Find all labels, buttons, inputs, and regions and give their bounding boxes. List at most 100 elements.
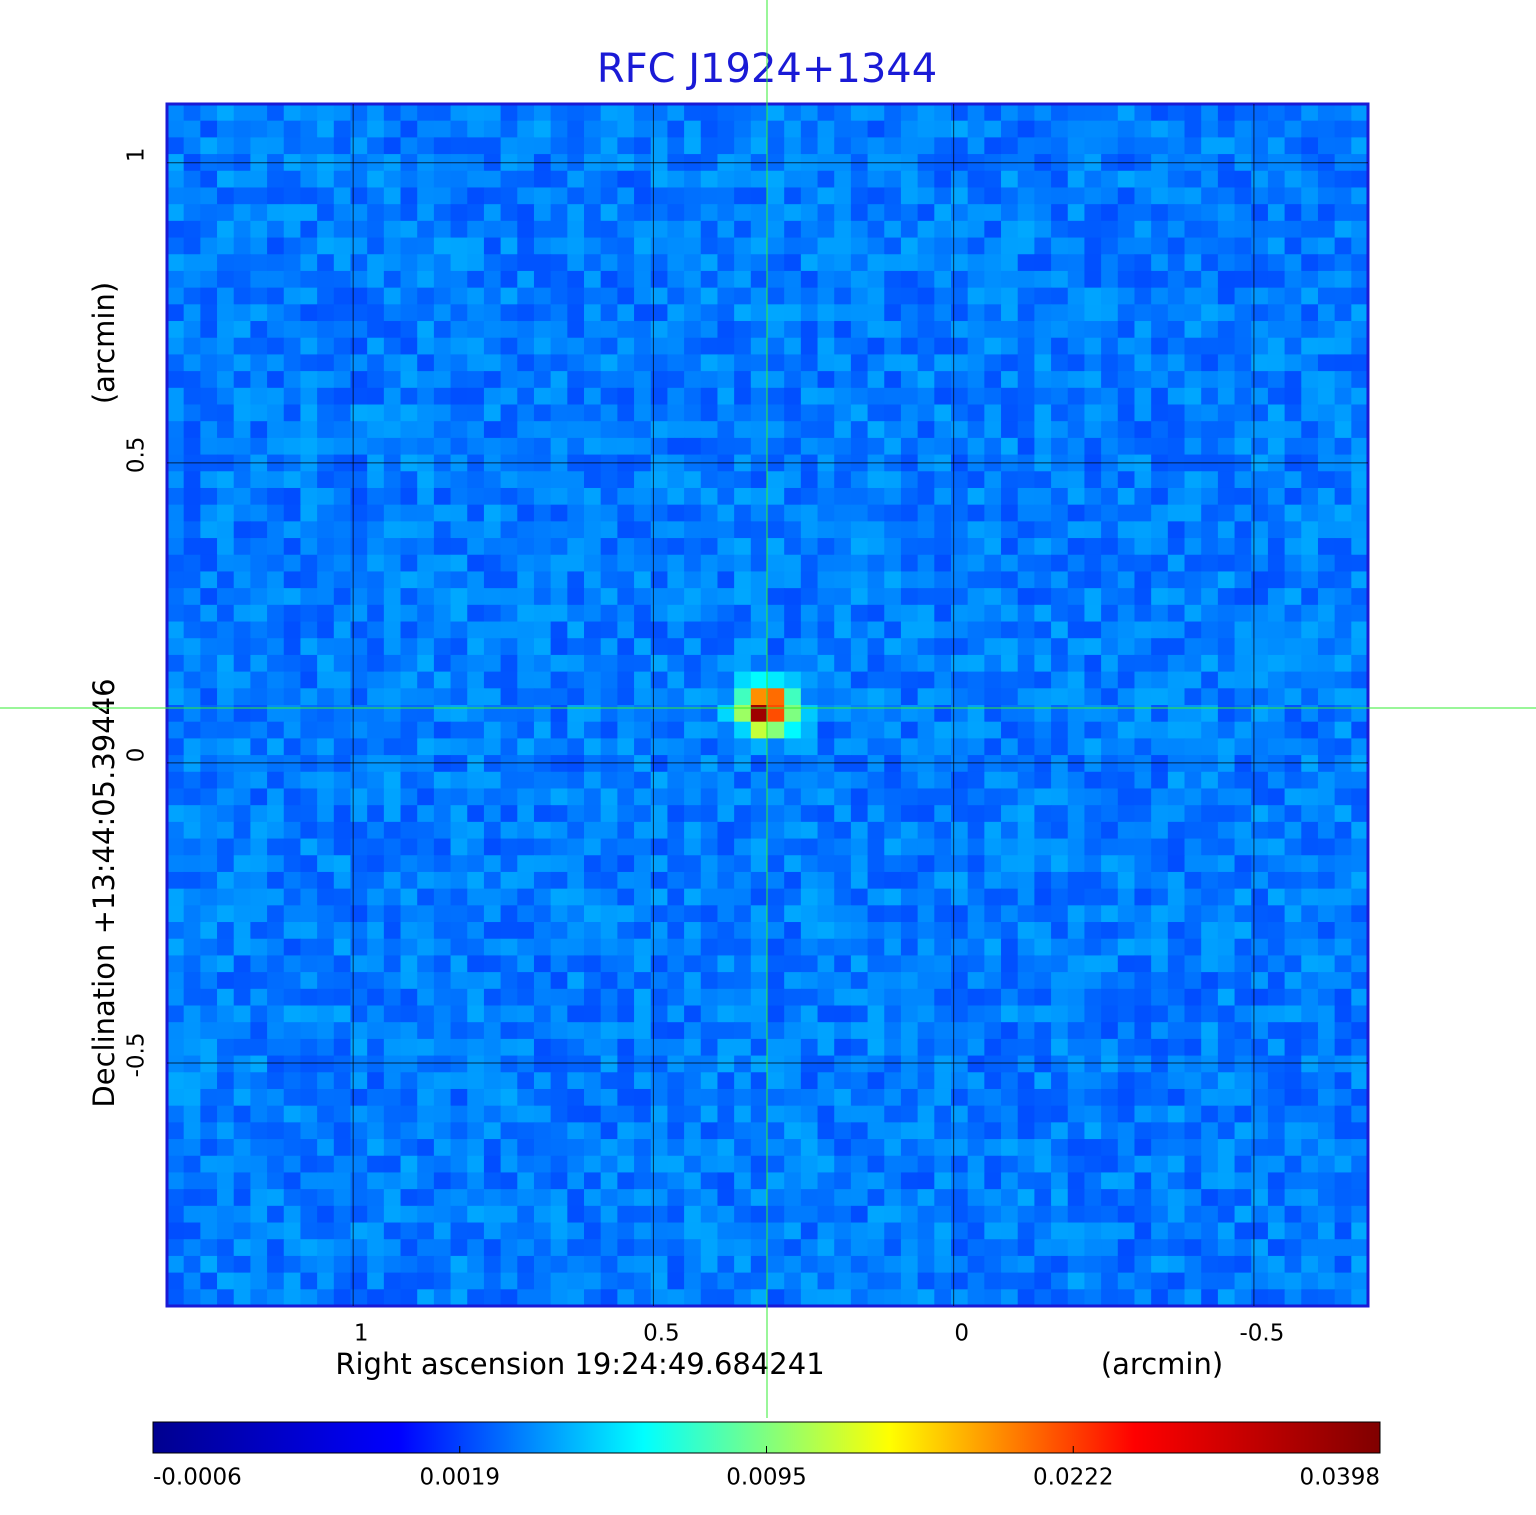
pixel	[1017, 1055, 1035, 1073]
pixel	[500, 1055, 518, 1073]
pixel	[1217, 871, 1236, 890]
pixel	[433, 1222, 452, 1240]
pixel	[533, 321, 552, 339]
pixel	[267, 354, 285, 372]
pixel	[900, 538, 919, 556]
pixel	[1167, 1088, 1186, 1107]
pixel	[584, 821, 602, 840]
pixel	[1167, 1222, 1186, 1240]
pixel	[900, 187, 919, 205]
pixel	[667, 771, 685, 790]
pixel	[1001, 905, 1019, 923]
pixel	[1301, 888, 1319, 906]
pixel	[734, 371, 752, 389]
pixel	[834, 1139, 852, 1157]
pixel	[1001, 1239, 1019, 1257]
pixel	[667, 821, 685, 840]
pixel	[450, 1255, 468, 1274]
pixel	[584, 237, 602, 255]
pixel	[167, 805, 185, 823]
pixel	[1151, 237, 1169, 255]
pixel	[1301, 671, 1319, 689]
pixel	[1167, 588, 1186, 606]
pixel	[1201, 738, 1219, 756]
pixel	[817, 871, 835, 890]
pixel	[600, 137, 618, 155]
pixel	[917, 354, 935, 372]
pixel	[1251, 187, 1269, 205]
pixel	[533, 1255, 552, 1274]
pixel	[700, 521, 719, 539]
pixel	[1267, 1205, 1286, 1224]
pixel	[684, 1105, 702, 1123]
pixel	[533, 1205, 552, 1224]
pixel	[1117, 1122, 1136, 1140]
pixel	[417, 1189, 435, 1207]
pixel	[1067, 571, 1086, 589]
pixel	[317, 604, 335, 623]
pixel	[217, 1155, 235, 1174]
pixel	[900, 604, 919, 623]
pixel	[1184, 855, 1202, 873]
pixel	[600, 922, 618, 940]
pixel	[900, 137, 919, 155]
pixel	[400, 838, 418, 856]
pixel	[917, 337, 935, 356]
pixel	[867, 504, 885, 522]
pixel	[533, 421, 552, 439]
pixel	[1167, 571, 1186, 589]
pixel	[1051, 721, 1069, 739]
pixel	[884, 137, 902, 155]
pixel	[533, 821, 552, 840]
pixel	[483, 1055, 502, 1073]
pixel	[850, 1038, 869, 1057]
pixel	[667, 805, 685, 823]
pixel	[1317, 337, 1336, 356]
pixel	[984, 588, 1002, 606]
pixel	[333, 204, 352, 222]
pixel	[400, 855, 418, 873]
pixel	[984, 287, 1002, 305]
pixel	[617, 821, 635, 840]
pixel	[1251, 604, 1269, 623]
pixel	[834, 237, 852, 255]
pixel	[500, 371, 518, 389]
pixel	[650, 588, 669, 606]
pixel	[217, 654, 235, 673]
pixel	[1251, 170, 1269, 189]
pixel	[984, 337, 1002, 356]
pixel	[450, 571, 468, 589]
pixel	[950, 755, 969, 773]
pixel	[350, 1189, 368, 1207]
pixel	[1267, 1172, 1286, 1190]
pixel	[634, 588, 652, 606]
pixel	[517, 1222, 535, 1240]
pixel	[400, 371, 418, 389]
pixel	[533, 270, 552, 289]
pixel	[433, 1139, 452, 1157]
pixel	[950, 1139, 969, 1157]
pixel	[1317, 922, 1336, 940]
pixel	[950, 437, 969, 456]
pixel	[517, 972, 535, 990]
pixel	[483, 905, 502, 923]
pixel	[250, 755, 268, 773]
pixel	[1284, 955, 1302, 973]
pixel	[1134, 621, 1152, 639]
pixel	[800, 988, 819, 1007]
pixel	[1301, 404, 1319, 422]
pixel	[283, 421, 302, 439]
pixel	[1134, 1005, 1152, 1023]
pixel	[1201, 621, 1219, 639]
pixel	[267, 104, 285, 122]
pixel	[834, 1222, 852, 1240]
pixel	[1267, 638, 1286, 656]
pixel	[417, 270, 435, 289]
pixel	[567, 571, 585, 589]
pixel	[1301, 1072, 1319, 1090]
pixel	[550, 1172, 568, 1190]
pixel	[734, 1072, 752, 1090]
pixel	[1134, 788, 1152, 806]
pixel	[267, 1172, 285, 1190]
pixel	[1001, 204, 1019, 222]
